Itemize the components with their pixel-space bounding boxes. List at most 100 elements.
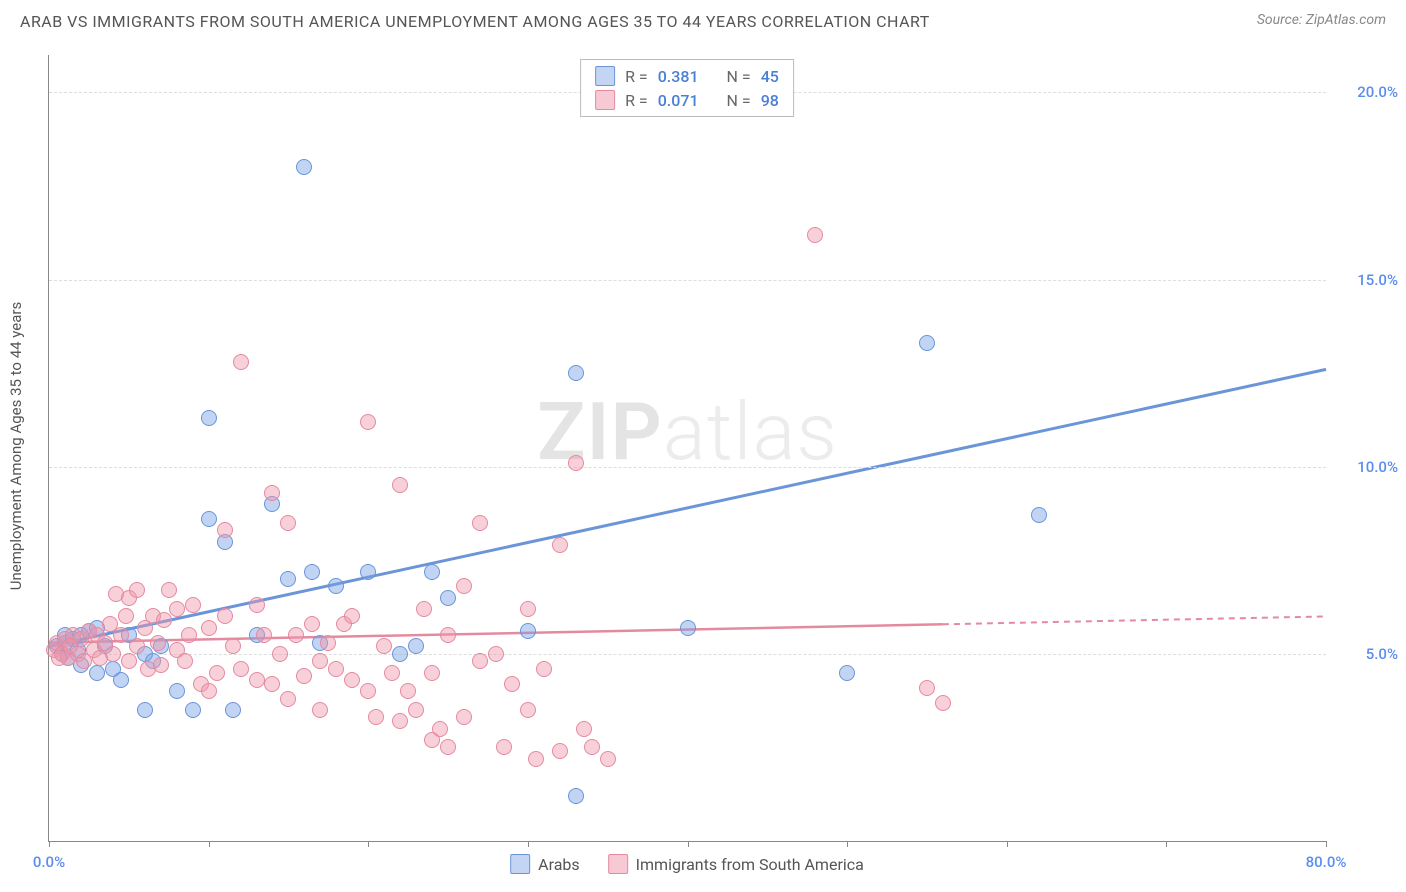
x-tick bbox=[1007, 841, 1008, 847]
r-label: R = bbox=[625, 67, 648, 86]
data-point bbox=[600, 751, 616, 767]
n-value-immigrants: 98 bbox=[761, 91, 779, 110]
data-point bbox=[217, 522, 233, 538]
data-point bbox=[129, 582, 145, 598]
data-point bbox=[568, 365, 584, 381]
gridline bbox=[49, 467, 1326, 468]
trend-line-extrapolated bbox=[943, 616, 1326, 624]
data-point bbox=[150, 635, 166, 651]
data-point bbox=[209, 665, 225, 681]
r-value-immigrants: 0.071 bbox=[658, 91, 699, 110]
data-point bbox=[113, 672, 129, 688]
swatch-immigrants bbox=[595, 90, 615, 110]
x-tick bbox=[209, 841, 210, 847]
data-point bbox=[520, 601, 536, 617]
data-point bbox=[408, 702, 424, 718]
data-point bbox=[919, 680, 935, 696]
data-point bbox=[432, 721, 448, 737]
data-point bbox=[1031, 507, 1047, 523]
trend-line bbox=[49, 369, 1326, 646]
data-point bbox=[185, 597, 201, 613]
legend-item-arabs: Arabs bbox=[510, 854, 580, 874]
data-point bbox=[504, 676, 520, 692]
data-point bbox=[528, 751, 544, 767]
data-point bbox=[392, 477, 408, 493]
data-point bbox=[416, 601, 432, 617]
data-point bbox=[169, 601, 185, 617]
data-point bbox=[424, 665, 440, 681]
data-point bbox=[440, 627, 456, 643]
data-point bbox=[680, 620, 696, 636]
data-point bbox=[328, 578, 344, 594]
data-point bbox=[552, 743, 568, 759]
data-point bbox=[304, 616, 320, 632]
data-point bbox=[280, 691, 296, 707]
data-point bbox=[320, 635, 336, 651]
data-point bbox=[280, 571, 296, 587]
data-point bbox=[296, 668, 312, 684]
data-point bbox=[233, 354, 249, 370]
data-point bbox=[129, 638, 145, 654]
data-point bbox=[935, 695, 951, 711]
data-point bbox=[520, 702, 536, 718]
source-attribution: Source: ZipAtlas.com bbox=[1257, 12, 1386, 28]
data-point bbox=[360, 683, 376, 699]
x-tick bbox=[1326, 841, 1327, 847]
data-point bbox=[440, 739, 456, 755]
data-point bbox=[312, 653, 328, 669]
data-point bbox=[488, 646, 504, 662]
data-point bbox=[249, 672, 265, 688]
data-point bbox=[807, 227, 823, 243]
chart-area: ZIPatlas 5.0%10.0%15.0%20.0%0.0%80.0% R … bbox=[48, 55, 1326, 842]
legend-label-immigrants: Immigrants from South America bbox=[636, 855, 864, 874]
data-point bbox=[177, 653, 193, 669]
chart-title: ARAB VS IMMIGRANTS FROM SOUTH AMERICA UN… bbox=[20, 12, 930, 31]
x-tick-label: 0.0% bbox=[33, 853, 65, 871]
swatch-arabs-bottom bbox=[510, 854, 530, 874]
gridline bbox=[49, 654, 1326, 655]
data-point bbox=[249, 597, 265, 613]
data-point bbox=[118, 608, 134, 624]
data-point bbox=[536, 661, 552, 677]
data-point bbox=[400, 683, 416, 699]
r-label: R = bbox=[625, 91, 648, 110]
data-point bbox=[304, 564, 320, 580]
series-legend: Arabs Immigrants from South America bbox=[510, 854, 864, 874]
y-tick-label: 15.0% bbox=[1334, 271, 1398, 289]
data-point bbox=[201, 620, 217, 636]
data-point bbox=[201, 410, 217, 426]
data-point bbox=[584, 739, 600, 755]
data-point bbox=[456, 578, 472, 594]
data-point bbox=[225, 702, 241, 718]
x-tick-label: 80.0% bbox=[1306, 853, 1347, 871]
data-point bbox=[376, 638, 392, 654]
data-point bbox=[137, 702, 153, 718]
n-label: N = bbox=[727, 91, 751, 110]
data-point bbox=[89, 665, 105, 681]
data-point bbox=[919, 335, 935, 351]
x-tick bbox=[688, 841, 689, 847]
data-point bbox=[153, 657, 169, 673]
x-tick bbox=[1166, 841, 1167, 847]
data-point bbox=[360, 414, 376, 430]
legend-row-immigrants: R = 0.071 N = 98 bbox=[595, 88, 779, 112]
plot-area: ZIPatlas 5.0%10.0%15.0%20.0%0.0%80.0% bbox=[48, 55, 1326, 842]
y-tick-label: 5.0% bbox=[1334, 645, 1398, 663]
data-point bbox=[552, 537, 568, 553]
data-point bbox=[424, 564, 440, 580]
data-point bbox=[225, 638, 241, 654]
data-point bbox=[576, 721, 592, 737]
data-point bbox=[296, 159, 312, 175]
swatch-immigrants-bottom bbox=[608, 854, 628, 874]
data-point bbox=[440, 590, 456, 606]
data-point bbox=[280, 515, 296, 531]
data-point bbox=[344, 672, 360, 688]
data-point bbox=[113, 627, 129, 643]
data-point bbox=[201, 511, 217, 527]
data-point bbox=[328, 661, 344, 677]
data-point bbox=[392, 713, 408, 729]
y-tick-label: 20.0% bbox=[1334, 83, 1398, 101]
data-point bbox=[272, 646, 288, 662]
data-point bbox=[456, 709, 472, 725]
x-tick bbox=[368, 841, 369, 847]
